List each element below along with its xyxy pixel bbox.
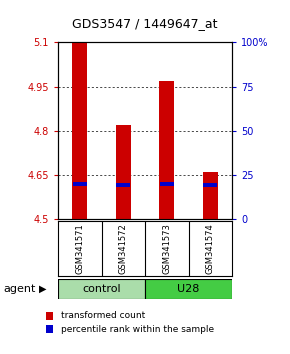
Text: GSM341571: GSM341571: [75, 223, 84, 274]
Bar: [145, 279, 232, 299]
Text: U28: U28: [177, 284, 200, 294]
Bar: [73, 182, 87, 185]
Text: ▶: ▶: [39, 284, 47, 294]
Bar: [159, 81, 174, 219]
Text: GSM341573: GSM341573: [162, 223, 171, 274]
Text: agent: agent: [3, 284, 35, 294]
Bar: [58, 279, 145, 299]
Bar: [160, 182, 174, 185]
Text: GDS3547 / 1449647_at: GDS3547 / 1449647_at: [72, 17, 218, 30]
Text: percentile rank within the sample: percentile rank within the sample: [61, 325, 215, 334]
Text: control: control: [82, 284, 121, 294]
Text: GSM341572: GSM341572: [119, 223, 128, 274]
Bar: [116, 125, 131, 219]
Bar: [203, 183, 217, 187]
Bar: [203, 172, 218, 219]
Text: GSM341574: GSM341574: [206, 223, 215, 274]
Bar: [72, 42, 87, 219]
Bar: [116, 183, 130, 187]
Text: transformed count: transformed count: [61, 311, 146, 320]
